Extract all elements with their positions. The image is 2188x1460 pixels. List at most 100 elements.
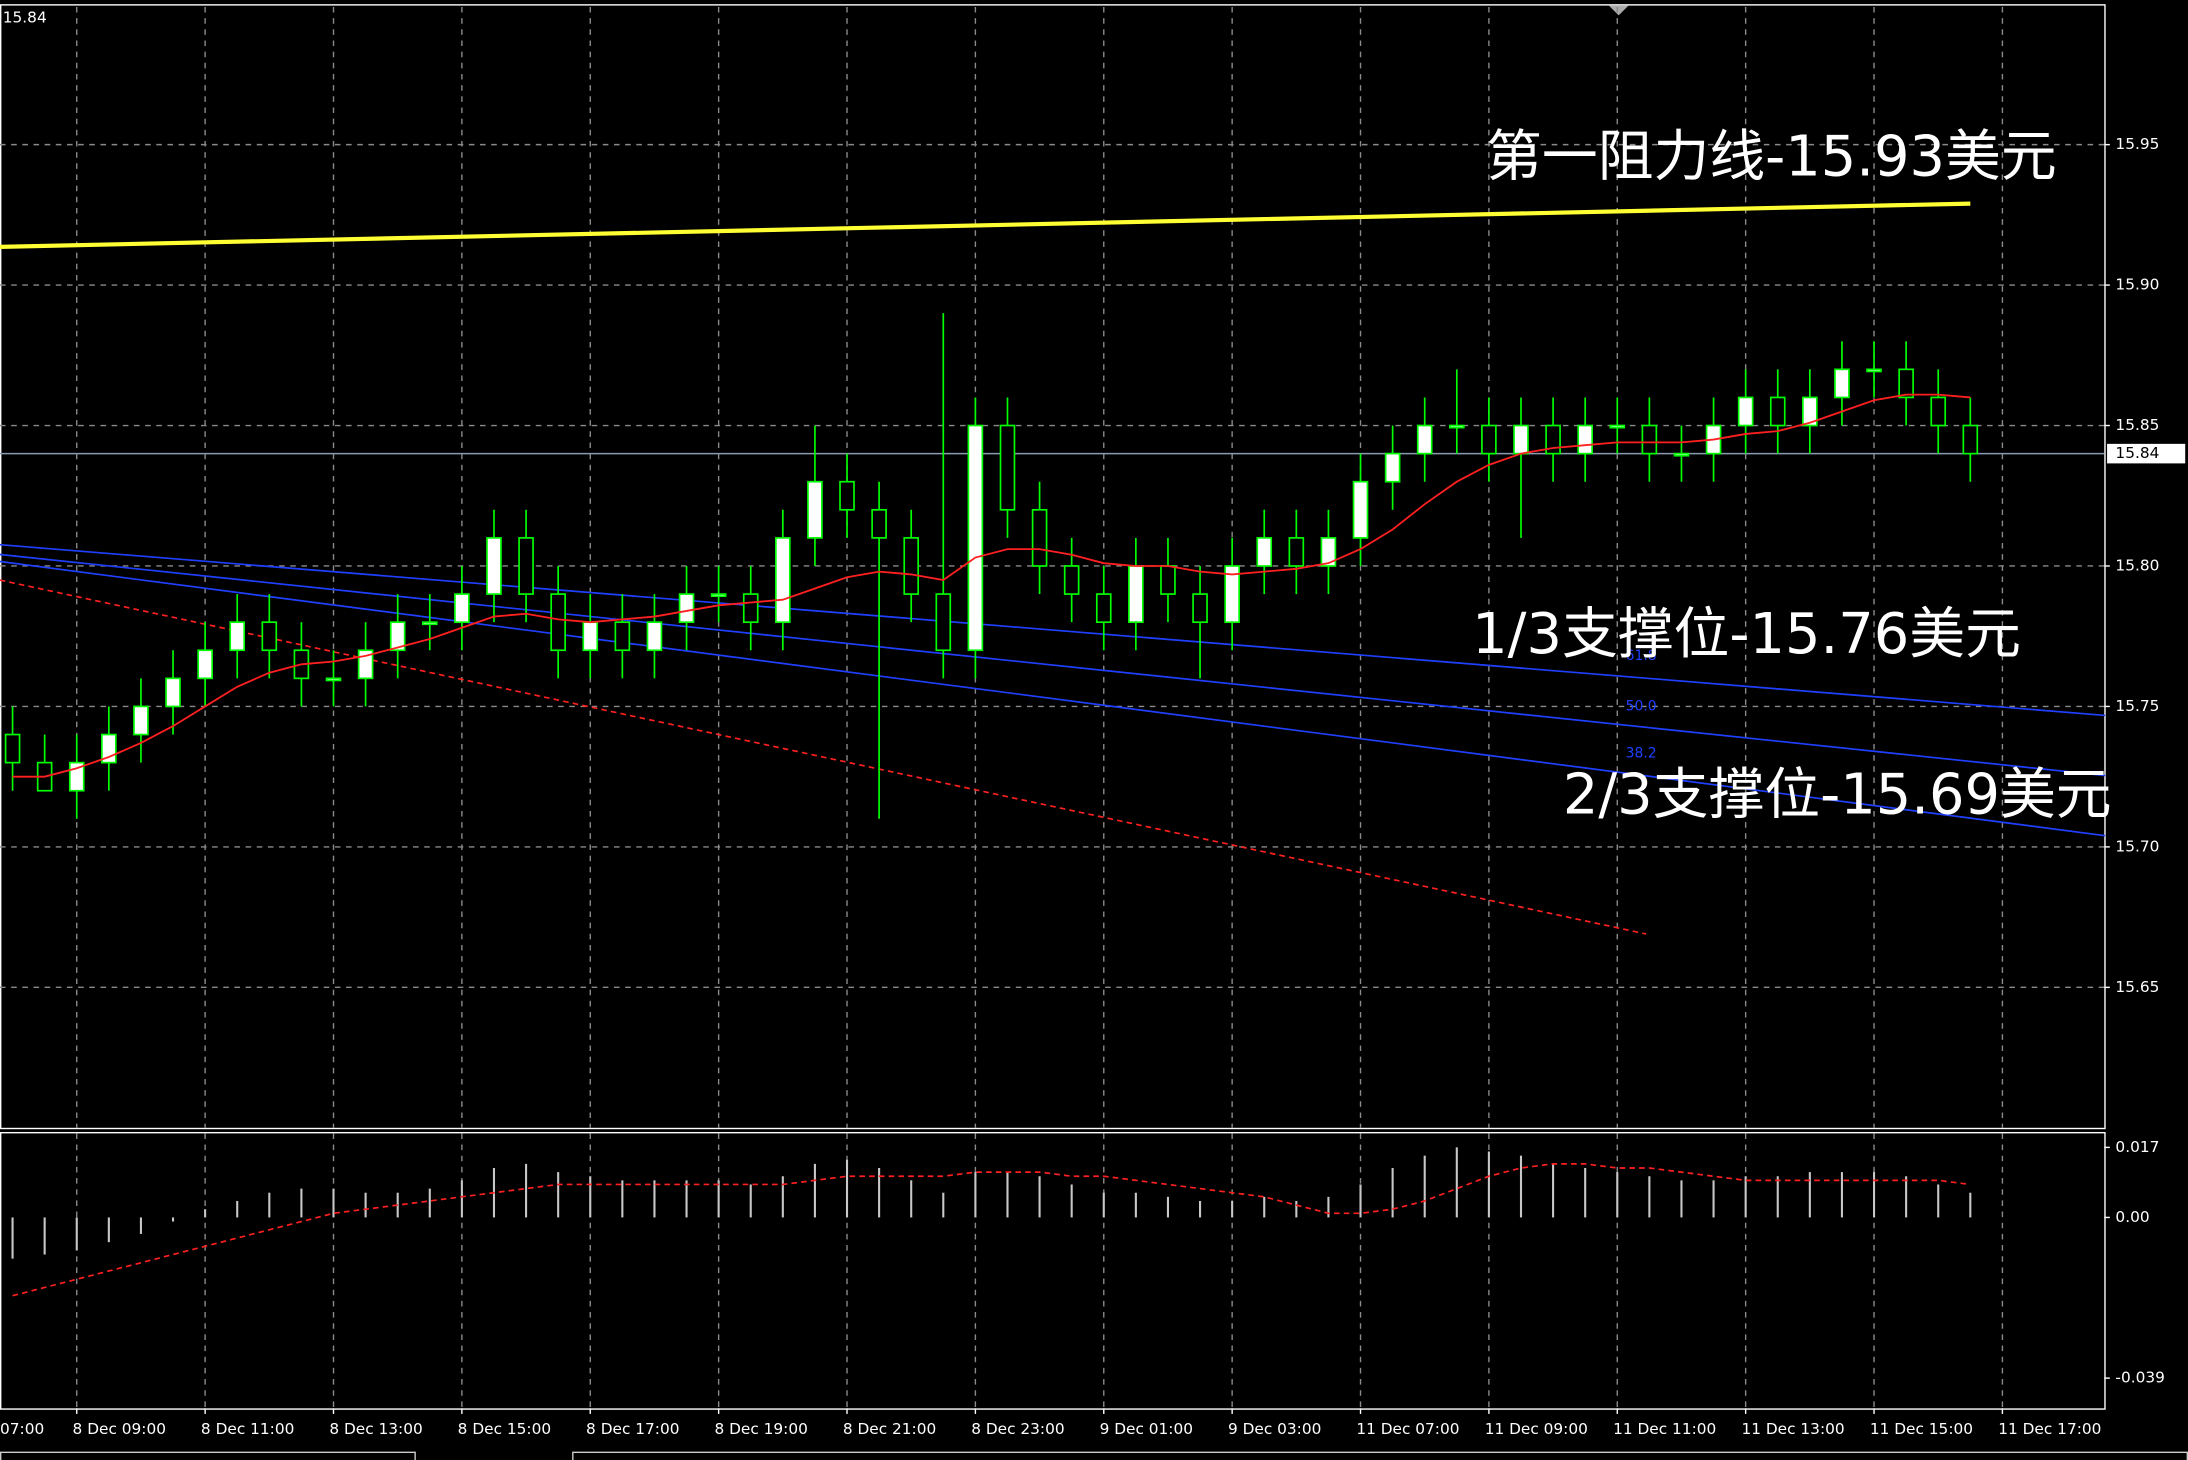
candle-body bbox=[454, 593, 470, 624]
scroll-marker bbox=[1608, 5, 1629, 16]
x-tick-label: 8 Dec 11:00 bbox=[201, 1420, 294, 1438]
signal-line bbox=[12, 1163, 1971, 1297]
current-price-box bbox=[2107, 443, 2186, 464]
y-tick-label: 0.00 bbox=[2115, 1208, 2149, 1226]
candle-body bbox=[1384, 452, 1401, 483]
tab-strip bbox=[572, 1451, 2188, 1460]
candle-body bbox=[1031, 508, 1048, 567]
candle-body bbox=[775, 537, 791, 624]
y-tick-label: 15.95 bbox=[2115, 135, 2159, 153]
candle-body bbox=[4, 733, 21, 764]
annotation: 第一阻力线-15.93美元 bbox=[1486, 125, 2057, 190]
candle-body bbox=[389, 621, 406, 652]
x-tick-label: 9 Dec 03:00 bbox=[1228, 1420, 1321, 1438]
x-tick-label: 11 Dec 13:00 bbox=[1741, 1420, 1844, 1438]
y-tick-label: 15.90 bbox=[2115, 276, 2159, 294]
fib-label: 50.0 bbox=[1626, 698, 1657, 714]
x-tick-label: 11 Dec 17:00 bbox=[1998, 1420, 2101, 1438]
candle-body bbox=[1448, 424, 1465, 429]
candle-body bbox=[871, 508, 887, 539]
candle-body bbox=[1416, 424, 1433, 455]
candle-body bbox=[1866, 368, 1882, 373]
candle-body bbox=[197, 649, 213, 680]
candle-body bbox=[261, 621, 278, 652]
candle-body bbox=[518, 537, 534, 595]
y-tick-label: 15.65 bbox=[2115, 978, 2159, 996]
moving-average bbox=[12, 393, 1971, 778]
y-tick-label: 15.80 bbox=[2115, 556, 2159, 574]
candle-body bbox=[421, 621, 438, 626]
candle-body bbox=[1577, 424, 1593, 455]
candle-body bbox=[1609, 424, 1626, 429]
annotation: 1/3支撑位-15.76美元 bbox=[1472, 602, 2021, 667]
y-tick-label: 15.85 bbox=[2115, 416, 2159, 434]
x-tick-label: 9 Dec 01:00 bbox=[1100, 1420, 1193, 1438]
candle-body bbox=[486, 537, 502, 595]
candle-body bbox=[903, 537, 920, 595]
x-tick-label: 11 Dec 11:00 bbox=[1613, 1420, 1716, 1438]
main-frame bbox=[0, 4, 2106, 1130]
candle-body bbox=[935, 593, 952, 652]
current-price-label: 15.84 bbox=[2115, 444, 2159, 462]
symbol-price: 15.84 bbox=[3, 9, 47, 27]
candle-body bbox=[1930, 396, 1947, 427]
candle-body bbox=[165, 677, 181, 708]
trendline bbox=[0, 579, 1647, 935]
candle-body bbox=[1802, 396, 1818, 427]
tab-strip bbox=[0, 1451, 416, 1460]
candle-body bbox=[229, 621, 246, 652]
y-tick-label: -0.039 bbox=[2115, 1369, 2164, 1387]
x-tick-label: 11 Dec 09:00 bbox=[1485, 1420, 1588, 1438]
fib-label: 38.2 bbox=[1626, 746, 1657, 762]
x-tick-label: 07:00 bbox=[0, 1420, 44, 1438]
x-tick-label: 11 Dec 07:00 bbox=[1356, 1420, 1459, 1438]
candle-body bbox=[1513, 424, 1529, 455]
candle-body bbox=[1128, 565, 1144, 624]
annotation: 2/3支撑位-15.69美元 bbox=[1563, 763, 2112, 828]
candle-body bbox=[614, 621, 631, 652]
x-tick-label: 11 Dec 15:00 bbox=[1870, 1420, 1973, 1438]
y-tick-label: 15.70 bbox=[2115, 837, 2159, 855]
candle-body bbox=[1160, 565, 1176, 595]
candle-body bbox=[1545, 424, 1561, 455]
candle-body bbox=[1641, 424, 1658, 455]
y-tick-label: 0.017 bbox=[2115, 1138, 2159, 1156]
x-tick-label: 8 Dec 17:00 bbox=[586, 1420, 679, 1438]
candle-body bbox=[1063, 565, 1080, 595]
candle-body bbox=[1095, 593, 1112, 624]
candle-body bbox=[1320, 537, 1337, 567]
trendline bbox=[0, 201, 1971, 249]
candle-body bbox=[646, 621, 663, 652]
x-tick-label: 8 Dec 09:00 bbox=[73, 1420, 166, 1438]
candle-body bbox=[1898, 368, 1914, 399]
trendline bbox=[0, 553, 2106, 777]
candle-body bbox=[1288, 537, 1305, 567]
candle-body bbox=[1352, 480, 1369, 539]
x-tick-label: 8 Dec 15:00 bbox=[458, 1420, 551, 1438]
candle-body bbox=[550, 593, 566, 652]
indicator-frame bbox=[0, 1131, 2106, 1410]
candle-body bbox=[582, 621, 599, 652]
candle-body bbox=[678, 593, 695, 624]
candle-body bbox=[807, 480, 823, 539]
candle-body bbox=[325, 677, 342, 682]
fib-label: 61.8 bbox=[1626, 648, 1657, 664]
candle-body bbox=[839, 480, 855, 511]
candle-body bbox=[133, 705, 149, 736]
candle-body bbox=[1769, 396, 1786, 427]
x-tick-label: 8 Dec 19:00 bbox=[714, 1420, 807, 1438]
candle-body bbox=[742, 593, 759, 624]
x-tick-label: 8 Dec 21:00 bbox=[843, 1420, 936, 1438]
candle-body bbox=[1834, 368, 1850, 399]
y-tick-label: 15.75 bbox=[2115, 697, 2159, 715]
candle-body bbox=[1192, 593, 1208, 624]
candle-body bbox=[1737, 396, 1754, 427]
x-tick-label: 8 Dec 13:00 bbox=[329, 1420, 422, 1438]
candle-body bbox=[967, 424, 984, 652]
candle-body bbox=[1673, 452, 1690, 457]
trendline bbox=[0, 560, 2106, 837]
candle-body bbox=[1481, 424, 1497, 455]
